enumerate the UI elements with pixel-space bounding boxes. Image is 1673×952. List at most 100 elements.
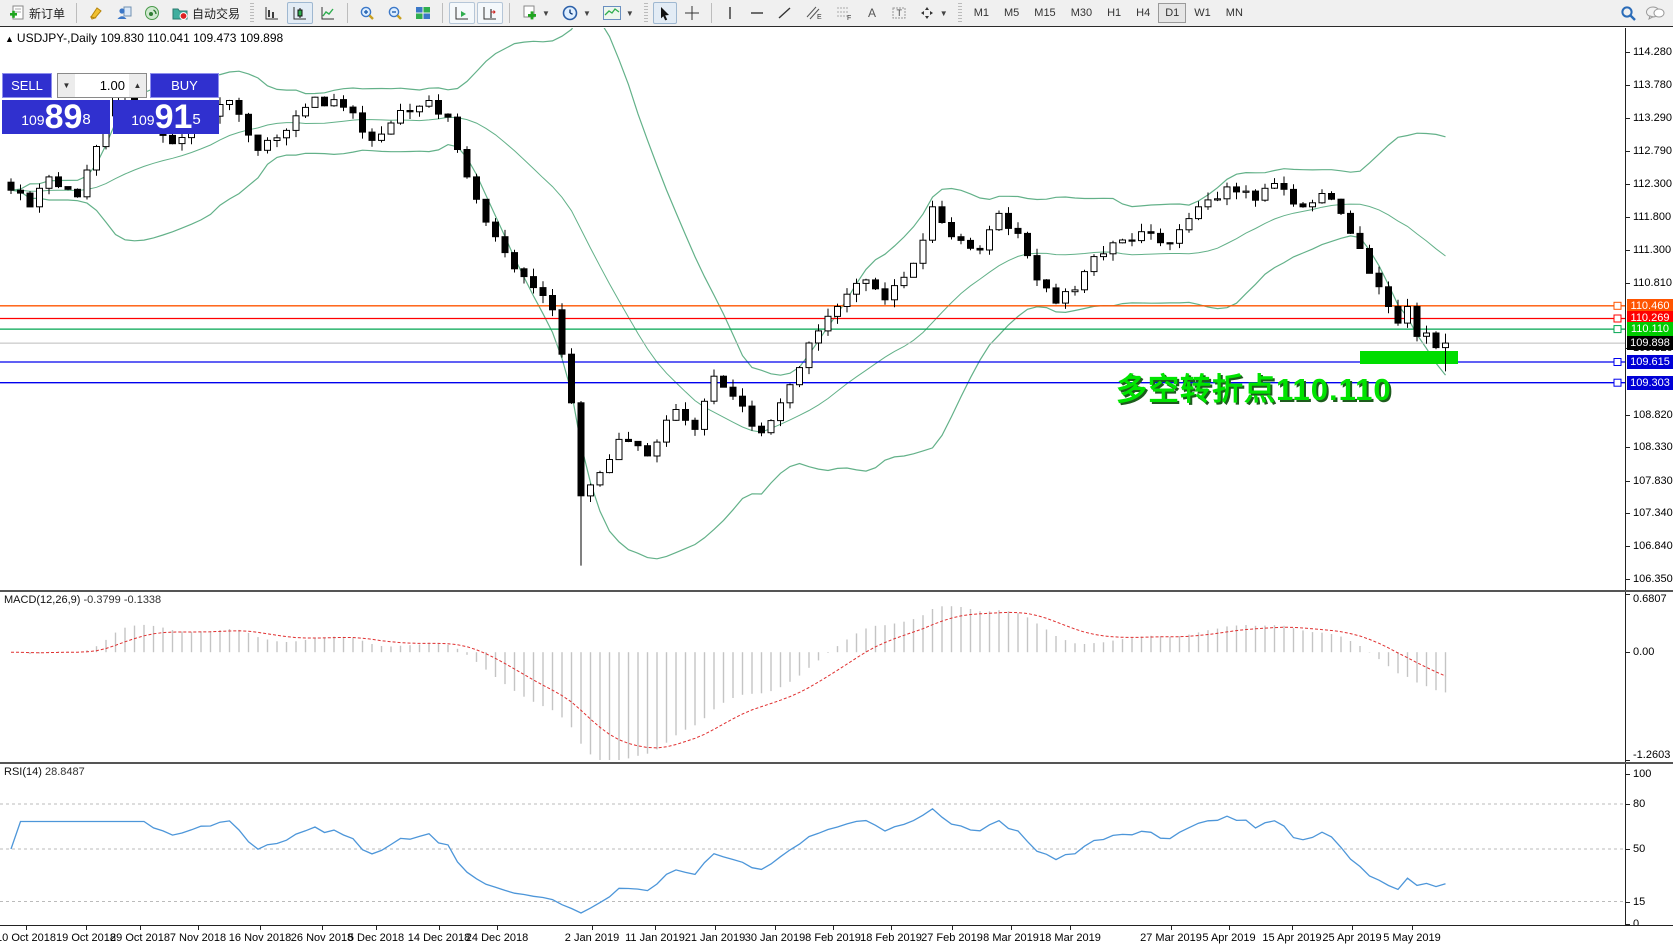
date-axis[interactable]: 10 Oct 2018 19 Oct 2018 29 Oct 2018 7 Nov 2… xyxy=(0,925,1673,952)
crosshair-icon xyxy=(684,6,699,20)
fibonacci-button[interactable]: F xyxy=(830,2,858,24)
horizontal-line-icon xyxy=(750,12,763,14)
price-chart-panel[interactable]: ▲ USDJPY-,Daily 109.830 110.041 109.473 1… xyxy=(0,28,1673,590)
bar-chart-button[interactable] xyxy=(259,2,285,24)
separator xyxy=(76,3,78,23)
date-label: 16 Nov 2018 xyxy=(228,932,292,944)
date-tick xyxy=(891,926,892,930)
channel-button[interactable]: E xyxy=(800,2,828,24)
svg-text:A: A xyxy=(868,6,876,20)
volume-increase-button[interactable]: ▲ xyxy=(129,74,146,97)
toolbar: 新订单 自动交易 xyxy=(0,0,1673,27)
zoom-out-icon xyxy=(388,6,402,20)
crosshair-button[interactable] xyxy=(679,2,705,24)
template-icon xyxy=(602,6,621,20)
price-tick-label: 114.280 xyxy=(1633,45,1672,58)
zoom-out-button[interactable] xyxy=(382,2,408,24)
text-label-button[interactable]: T xyxy=(886,2,912,24)
rsi-axis[interactable]: 100 80 50 15 0 xyxy=(1625,764,1673,930)
date-label: 27 Feb 2019 xyxy=(921,932,983,944)
chat-icon[interactable] xyxy=(1645,5,1665,21)
price-level-badge: 110.110 xyxy=(1627,322,1673,337)
price-tick-label: 108.330 xyxy=(1633,441,1673,454)
line-chart-button[interactable] xyxy=(315,2,341,24)
candlestick-chart-icon xyxy=(293,7,307,20)
axis-tick xyxy=(1626,447,1630,449)
new-chart-dropdown[interactable]: ▼ xyxy=(516,2,555,24)
axis-tick xyxy=(1626,924,1630,925)
timeframe-button-h1[interactable]: H1 xyxy=(1107,7,1122,19)
date-tick xyxy=(833,926,834,930)
buy-button[interactable]: BUY xyxy=(150,73,219,98)
periods-dropdown[interactable]: ▼ xyxy=(557,2,596,24)
macd-tick-label: -1.2603 xyxy=(1633,749,1671,761)
vertical-line-button[interactable] xyxy=(718,2,742,24)
timeframe-button-m5[interactable]: M5 xyxy=(1004,7,1020,19)
highlighter-button[interactable] xyxy=(83,2,109,24)
volume-stepper: ▼ 1.00 ▲ xyxy=(57,73,147,98)
auto-scroll-button[interactable] xyxy=(449,2,476,24)
collapse-icon[interactable]: ▲ xyxy=(5,34,14,44)
macd-panel[interactable]: MACD(12,26,9) -0.3799 -0.1338 0.6807 0.00… xyxy=(0,590,1673,762)
price-tick-label: 107.830 xyxy=(1633,474,1673,487)
rsi-chart xyxy=(0,803,1625,914)
text-button[interactable]: A xyxy=(860,2,884,24)
axis-tick xyxy=(1626,51,1630,53)
chart-shift-button[interactable] xyxy=(477,2,504,24)
axis-tick xyxy=(1626,480,1630,482)
date-tick xyxy=(198,926,199,930)
timeframe-button-h4[interactable]: H4 xyxy=(1136,7,1151,19)
search-icon[interactable] xyxy=(1620,5,1637,22)
axis-tick xyxy=(1626,216,1630,218)
axis-tick xyxy=(1626,282,1630,284)
date-tick xyxy=(322,926,323,930)
date-label: 18 Feb 2019 xyxy=(860,932,922,944)
timeframe-button-m1[interactable]: M1 xyxy=(973,7,989,19)
timeframe-button-d1[interactable]: D1 xyxy=(1158,3,1187,23)
rsi-panel[interactable]: RSI(14) 28.8487 100 80 50 15 0 xyxy=(0,762,1673,930)
sell-price-small: 109 xyxy=(21,112,45,128)
fibonacci-icon: F xyxy=(836,7,851,21)
arrows-dropdown[interactable]: ▼ xyxy=(914,2,953,24)
signals-button[interactable] xyxy=(139,2,165,24)
volume-decrease-button[interactable]: ▼ xyxy=(58,74,75,97)
zoom-in-button[interactable] xyxy=(354,2,380,24)
autotrading-button[interactable]: 自动交易 xyxy=(167,2,245,24)
buy-price-sup: 5 xyxy=(192,111,201,128)
date-label: 10 Oct 2018 xyxy=(0,932,56,944)
market-watch-button[interactable] xyxy=(111,2,137,24)
auto-scroll-icon xyxy=(455,7,469,20)
person-icon xyxy=(117,6,132,19)
new-order-button[interactable]: 新订单 xyxy=(4,2,70,24)
tile-windows-button[interactable] xyxy=(410,2,436,24)
dropdown-arrow-icon: ▼ xyxy=(939,8,948,18)
timeframe-button-mn[interactable]: MN xyxy=(1225,7,1243,19)
candlestick-chart-button[interactable] xyxy=(287,2,314,24)
new-order-label: 新订单 xyxy=(29,6,66,21)
volume-value[interactable]: 1.00 xyxy=(99,78,125,93)
sell-button[interactable]: SELL xyxy=(2,73,52,98)
horizontal-line-button[interactable] xyxy=(744,2,770,24)
macd-axis[interactable]: 0.6807 0.00 -1.2603 xyxy=(1625,592,1673,762)
sell-price-display[interactable]: 109 89 8 xyxy=(2,100,110,134)
axis-tick xyxy=(1626,804,1630,805)
rsi-tick-label: 100 xyxy=(1633,768,1652,780)
templates-dropdown[interactable]: ▼ xyxy=(598,2,639,24)
buy-price-display[interactable]: 109 91 5 xyxy=(113,100,219,134)
svg-text:F: F xyxy=(847,15,851,21)
timeframe-button-m15[interactable]: M15 xyxy=(1034,7,1056,19)
timeframe-button-w1[interactable]: W1 xyxy=(1194,7,1211,19)
axis-tick xyxy=(1626,546,1630,548)
timeframe-button-m30[interactable]: M30 xyxy=(1070,7,1093,19)
price-axis[interactable]: 114.280 113.780 113.290 112.790 112.300 111.8… xyxy=(1625,28,1673,590)
ohlc-open: 109.830 xyxy=(100,31,144,45)
trendline-button[interactable] xyxy=(772,2,798,24)
separator xyxy=(347,3,349,23)
arrows-icon xyxy=(920,7,933,19)
chart-annotation-text[interactable]: 多空转折点110.110 xyxy=(1116,372,1392,407)
price-tick-label: 108.820 xyxy=(1633,408,1673,421)
price-tick-label: 111.800 xyxy=(1633,210,1672,223)
cursor-button[interactable] xyxy=(652,2,677,24)
symbol-title: USDJPY-,Daily xyxy=(16,31,98,45)
